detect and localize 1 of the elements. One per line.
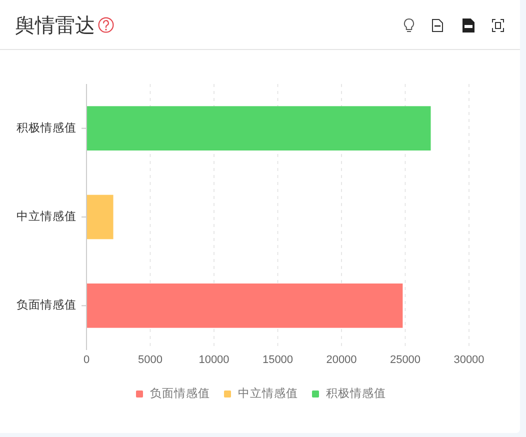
title: 舆情雷达 [15, 15, 95, 37]
